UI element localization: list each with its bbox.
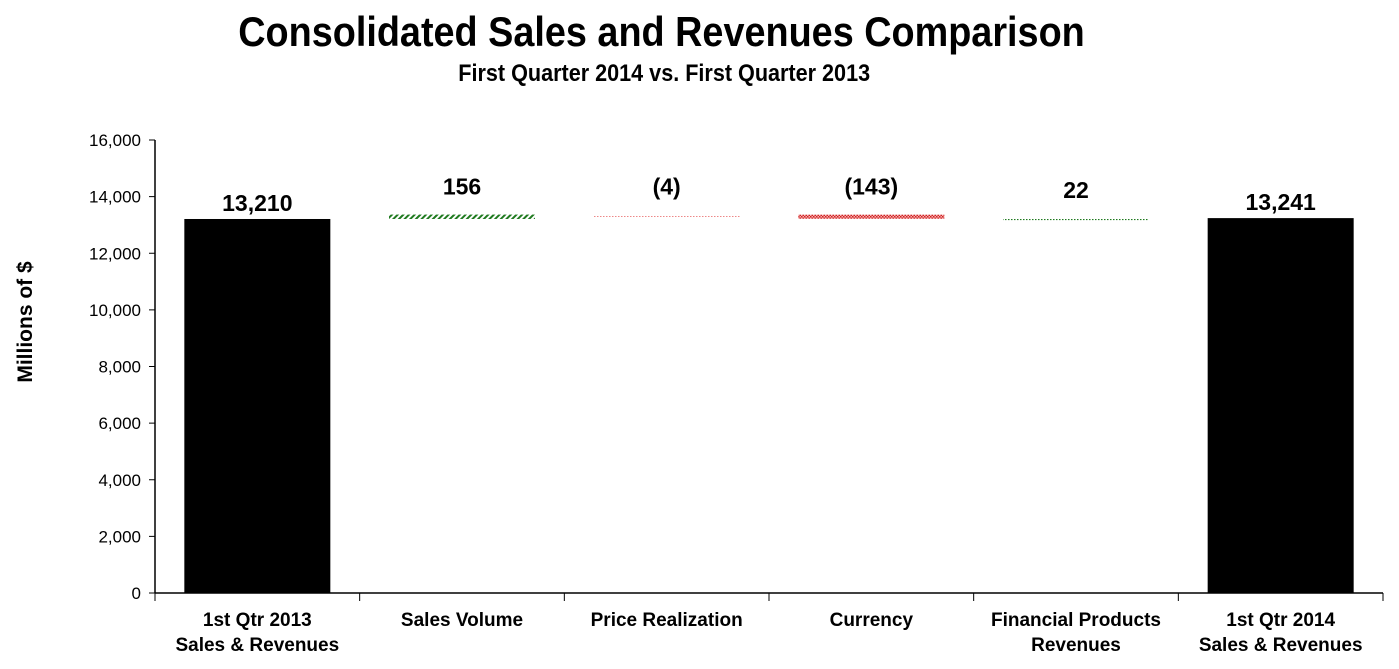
x-tick-label: Sales & Revenues [1199, 635, 1363, 656]
data-label: 156 [443, 174, 481, 200]
y-axis-label: Millions of $ [14, 261, 37, 383]
x-tick-label: Revenues [1031, 635, 1121, 656]
y-tick-label: 16,000 [89, 131, 141, 150]
x-tick-label: 1st Qtr 2013 [203, 610, 312, 631]
y-tick-label: 10,000 [89, 301, 141, 320]
y-tick-label: 12,000 [89, 244, 141, 263]
bar-1 [389, 214, 535, 219]
x-tick-label: Financial Products [991, 610, 1161, 631]
data-label: 13,210 [222, 190, 292, 216]
data-label: 13,241 [1245, 189, 1316, 215]
bar-0 [184, 218, 331, 593]
x-tick-label: Price Realization [591, 610, 743, 631]
chart-title: Consolidated Sales and Revenues Comparis… [238, 8, 1085, 55]
data-label: (143) [844, 174, 898, 200]
x-tick-label: Sales & Revenues [175, 635, 339, 656]
bar-2 [593, 214, 740, 217]
x-tick-label: Currency [830, 610, 914, 631]
y-tick-label: 4,000 [98, 471, 141, 490]
bar-3 [798, 214, 945, 219]
bar-4 [1003, 218, 1149, 221]
y-tick-label: 14,000 [89, 188, 141, 207]
x-tick-label: Sales Volume [401, 610, 523, 631]
y-tick-label: 2,000 [98, 527, 141, 546]
y-tick-label: 6,000 [98, 414, 141, 433]
x-tick-label: 1st Qtr 2014 [1226, 610, 1335, 631]
chart-subtitle: First Quarter 2014 vs. First Quarter 201… [458, 60, 871, 87]
data-label: (4) [653, 174, 681, 200]
bar-5 [1207, 218, 1354, 593]
y-tick-label: 0 [132, 584, 141, 603]
data-label: 22 [1063, 177, 1089, 203]
y-tick-label: 8,000 [98, 358, 141, 377]
